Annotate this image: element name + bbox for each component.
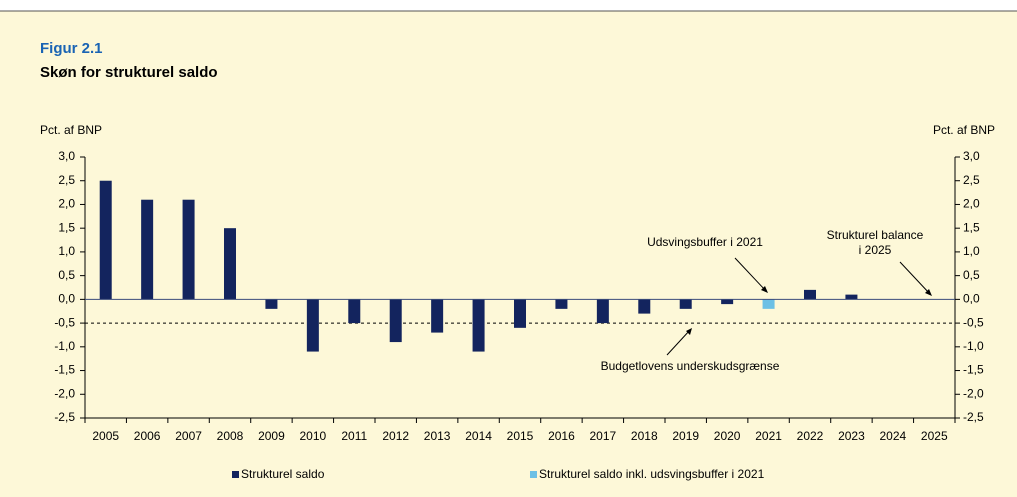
- arrow-head: [686, 328, 692, 335]
- annotation-arrow: [899, 261, 931, 295]
- x-tick-label: 2006: [134, 429, 161, 443]
- y-tick-label: -2,5: [54, 410, 75, 424]
- y-tick-label: 1,5: [58, 220, 75, 234]
- x-tick-label: 2021: [755, 429, 782, 443]
- x-tick-label: 2022: [797, 429, 824, 443]
- x-tick-label: 2014: [465, 429, 492, 443]
- legend-label: Strukturel saldo inkl. udsvingsbuffer i …: [539, 467, 765, 481]
- y2-tick-label: 1,5: [963, 220, 980, 234]
- y2-tick-label: 3,0: [963, 149, 980, 163]
- bar: [389, 299, 402, 343]
- x-tick-label: 2010: [300, 429, 327, 443]
- bar: [679, 299, 692, 309]
- bar: [762, 299, 775, 309]
- bar: [638, 299, 651, 314]
- y-tick-label: 2,5: [58, 173, 75, 187]
- x-tick-label: 2007: [175, 429, 202, 443]
- legend-label: Strukturel saldo: [241, 467, 325, 481]
- annotation: i 2025: [859, 243, 892, 257]
- x-tick-label: 2005: [92, 429, 119, 443]
- y2-tick-label: 2,5: [963, 173, 980, 187]
- annotation-arrow: [734, 257, 767, 292]
- bar: [348, 299, 361, 324]
- y-tick-label: -2,0: [54, 386, 75, 400]
- x-tick-label: 2011: [341, 429, 367, 443]
- annotation: Budgetlovens underskudsgrænse: [601, 359, 780, 373]
- y-tick-label: -1,5: [54, 363, 75, 377]
- figure-label: Figur 2.1: [40, 40, 103, 57]
- x-tick-label: 2024: [880, 429, 907, 443]
- bar: [99, 180, 112, 300]
- x-tick-label: 2008: [217, 429, 244, 443]
- chart-bg: [0, 11, 1017, 497]
- y2-tick-label: -2,5: [963, 410, 984, 424]
- x-tick-label: 2020: [714, 429, 741, 443]
- y2-tick-label: 0,0: [963, 292, 980, 306]
- bar: [804, 289, 816, 300]
- y2-tick-label: -0,5: [963, 315, 984, 329]
- legend-swatch: [530, 471, 537, 478]
- bar: [514, 299, 526, 328]
- x-tick-label: 2016: [548, 429, 575, 443]
- y-tick-label: -0,5: [54, 315, 75, 329]
- bar: [555, 299, 568, 309]
- y2-tick-label: -1,5: [963, 363, 984, 377]
- annotation: Udsvingsbuffer i 2021: [647, 235, 763, 249]
- bar: [224, 228, 236, 300]
- x-tick-label: 2019: [672, 429, 699, 443]
- bar: [472, 299, 485, 352]
- y2-tick-label: 2,0: [963, 197, 980, 211]
- x-tick-label: 2017: [590, 429, 617, 443]
- annotation-arrow: [666, 329, 691, 356]
- bar: [265, 299, 278, 309]
- bar: [141, 199, 154, 300]
- bar: [306, 299, 319, 352]
- arrow-head: [925, 289, 932, 296]
- x-tick-label: 2012: [382, 429, 409, 443]
- bar: [721, 299, 734, 305]
- x-tick-label: 2018: [631, 429, 658, 443]
- y2-tick-label: 0,5: [963, 268, 980, 282]
- y2-axis-label: Pct. af BNP: [933, 123, 995, 137]
- y-axis-label: Pct. af BNP: [40, 123, 102, 137]
- y2-tick-label: -2,0: [963, 386, 984, 400]
- x-tick-label: 2023: [838, 429, 865, 443]
- bar: [431, 299, 444, 333]
- chart-title: Skøn for strukturel saldo: [40, 64, 218, 81]
- y-tick-label: 2,0: [58, 197, 75, 211]
- y-tick-label: 3,0: [58, 149, 75, 163]
- y2-tick-label: 1,0: [963, 244, 980, 258]
- y-tick-label: 1,0: [58, 244, 75, 258]
- x-tick-label: 2015: [507, 429, 534, 443]
- x-tick-label: 2009: [258, 429, 285, 443]
- bar: [845, 294, 858, 300]
- annotation: Strukturel balance: [827, 228, 924, 242]
- x-tick-label: 2025: [921, 429, 948, 443]
- x-tick-label: 2013: [424, 429, 451, 443]
- y2-tick-label: -1,0: [963, 339, 984, 353]
- bar: [596, 299, 609, 324]
- arrow-head: [761, 286, 768, 293]
- y-tick-label: -1,0: [54, 339, 75, 353]
- y-tick-label: 0,5: [58, 268, 75, 282]
- bar: [182, 199, 195, 300]
- y-tick-label: 0,0: [58, 292, 75, 306]
- legend-swatch: [232, 471, 239, 478]
